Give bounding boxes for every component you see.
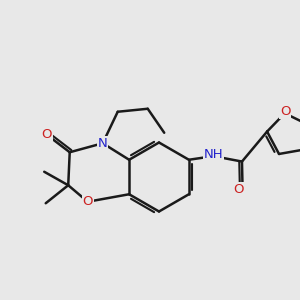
Text: O: O — [280, 105, 291, 118]
Text: N: N — [98, 137, 108, 150]
Text: O: O — [234, 183, 244, 196]
Text: O: O — [41, 128, 52, 141]
Text: O: O — [82, 195, 93, 208]
Text: NH: NH — [204, 148, 223, 161]
